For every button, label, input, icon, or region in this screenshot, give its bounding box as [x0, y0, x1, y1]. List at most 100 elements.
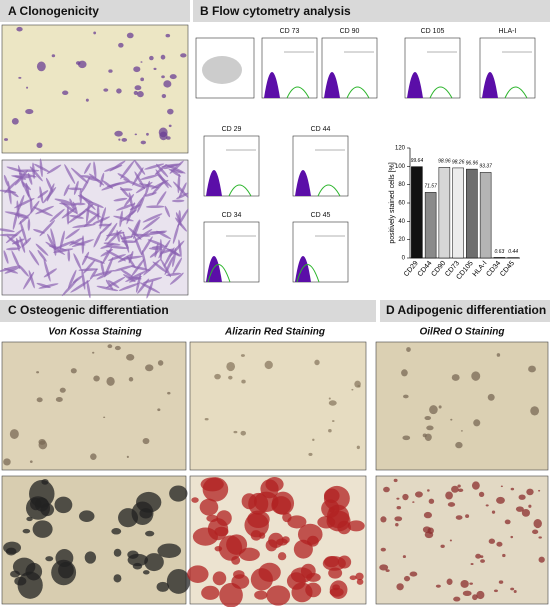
- stain: [530, 406, 539, 415]
- stain: [127, 33, 134, 39]
- micrograph: [376, 342, 548, 470]
- y-tick-label: 100: [395, 164, 406, 170]
- stain: [113, 574, 121, 582]
- stain: [180, 53, 186, 57]
- stain: [18, 572, 43, 599]
- y-axis-label: positively stained cells [%]: [389, 162, 396, 243]
- stain: [308, 453, 312, 456]
- stain: [161, 75, 165, 78]
- stain: [424, 512, 432, 518]
- stain: [439, 405, 442, 408]
- stain: [114, 549, 122, 557]
- stain: [492, 511, 495, 514]
- stain: [294, 540, 313, 559]
- stain: [429, 499, 435, 504]
- staining-label: OilRed O Staining: [419, 327, 504, 338]
- stain: [201, 586, 219, 600]
- stain: [71, 368, 77, 373]
- stain: [351, 389, 353, 391]
- staining-label: Alizarin Red Staining: [224, 327, 325, 338]
- stain: [62, 91, 68, 96]
- stain: [167, 392, 170, 395]
- stain: [480, 559, 485, 563]
- stain: [118, 508, 138, 527]
- stain: [404, 576, 410, 581]
- stain: [214, 374, 221, 380]
- stain: [233, 570, 245, 579]
- stain: [497, 353, 500, 357]
- stain: [448, 502, 455, 507]
- stain: [440, 545, 444, 548]
- stain: [159, 128, 168, 138]
- stain: [381, 548, 386, 552]
- stain: [510, 536, 513, 538]
- stain: [157, 408, 160, 411]
- stain: [471, 563, 474, 565]
- stain: [403, 395, 409, 399]
- stain: [187, 565, 208, 583]
- stain: [427, 489, 430, 491]
- histogram-label: CD 34: [222, 212, 242, 219]
- value-label: 71.57: [424, 184, 437, 190]
- stain: [383, 487, 390, 492]
- x-tick-label: CD45: [499, 260, 516, 278]
- stain: [26, 496, 50, 520]
- stain: [93, 31, 96, 34]
- stain: [496, 542, 502, 547]
- stain: [145, 531, 154, 537]
- stain: [239, 548, 260, 561]
- stain: [458, 488, 463, 492]
- stain: [23, 529, 31, 534]
- stain: [472, 481, 480, 489]
- stain: [86, 99, 89, 102]
- stain: [205, 418, 209, 420]
- stain: [162, 94, 166, 98]
- stain: [191, 497, 198, 503]
- stain: [30, 460, 33, 463]
- stain: [328, 567, 342, 578]
- stain: [401, 369, 408, 376]
- stain: [278, 552, 286, 560]
- stain: [314, 360, 319, 366]
- stain: [479, 492, 484, 497]
- stain: [141, 141, 146, 145]
- stain: [55, 549, 73, 567]
- stain: [121, 138, 127, 142]
- stain: [396, 498, 399, 500]
- stain: [355, 573, 363, 581]
- y-tick-label: 40: [398, 219, 405, 225]
- stain: [41, 479, 48, 485]
- stain: [115, 346, 121, 350]
- stain: [265, 477, 283, 492]
- bar: [439, 167, 450, 258]
- stain: [469, 582, 473, 584]
- stain: [103, 417, 105, 418]
- stain: [111, 528, 121, 534]
- stain: [56, 397, 63, 402]
- stain: [254, 590, 267, 599]
- stain: [291, 582, 312, 602]
- stain: [226, 362, 235, 371]
- value-label: 99.64: [411, 158, 424, 164]
- stain: [494, 590, 498, 593]
- stain: [272, 492, 294, 515]
- stain: [516, 506, 524, 512]
- stain: [455, 442, 462, 448]
- panel-title: B Flow cytometry analysis: [200, 4, 351, 18]
- stain: [510, 588, 514, 591]
- stain: [149, 56, 154, 60]
- histogram-label: CD 45: [311, 212, 331, 219]
- stain: [473, 419, 480, 426]
- stain: [429, 405, 438, 414]
- stain: [116, 88, 122, 93]
- stain: [357, 446, 360, 449]
- stain: [143, 438, 150, 444]
- histogram-label: CD 73: [280, 28, 300, 35]
- y-tick-label: 80: [398, 182, 405, 188]
- stain: [37, 397, 43, 402]
- stain: [265, 361, 273, 369]
- stain: [233, 431, 237, 433]
- stain: [486, 504, 489, 506]
- stain: [403, 555, 406, 558]
